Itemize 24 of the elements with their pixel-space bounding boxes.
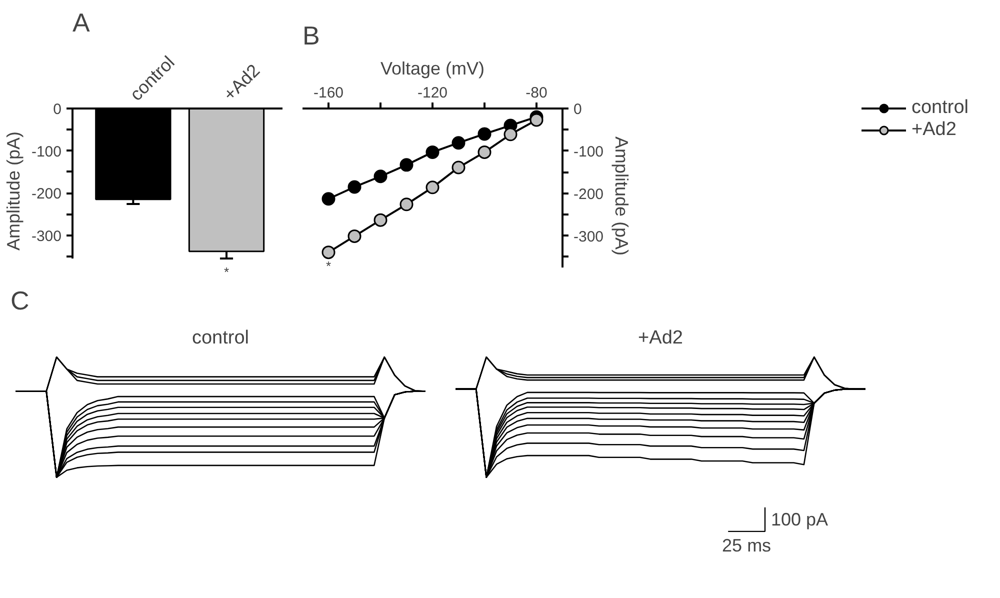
y-tick-label: -200 xyxy=(574,186,604,203)
y-tick-label: -300 xyxy=(574,228,604,246)
text: B xyxy=(302,20,320,50)
x-tick-label: -160 xyxy=(313,84,344,102)
y-tick-label: 0 xyxy=(53,101,62,118)
x-tick-label: -80 xyxy=(526,84,548,102)
text: A xyxy=(72,8,90,38)
chart-title: control xyxy=(192,328,250,348)
y-tick-label: 0 xyxy=(574,101,582,118)
legend-label: +Ad2 xyxy=(911,118,956,141)
x-tick-label: -120 xyxy=(417,84,448,102)
y-tick-label: -300 xyxy=(31,228,62,245)
y-tick-label: -200 xyxy=(31,186,62,203)
y-axis-title: Amplitude (pA) xyxy=(3,131,24,251)
annotation: * xyxy=(326,258,332,274)
y-tick-label: -100 xyxy=(31,143,62,160)
text: C xyxy=(10,286,30,316)
text: * xyxy=(224,264,230,280)
y-axis-title: Amplitude (pA) xyxy=(612,136,632,256)
x-axis-title: Voltage (mV) xyxy=(380,58,485,78)
y-tick-label: -100 xyxy=(574,143,604,160)
chart-title: +Ad2 xyxy=(638,328,683,348)
text: 100 pA xyxy=(770,509,828,530)
text: 25 ms xyxy=(722,535,772,556)
